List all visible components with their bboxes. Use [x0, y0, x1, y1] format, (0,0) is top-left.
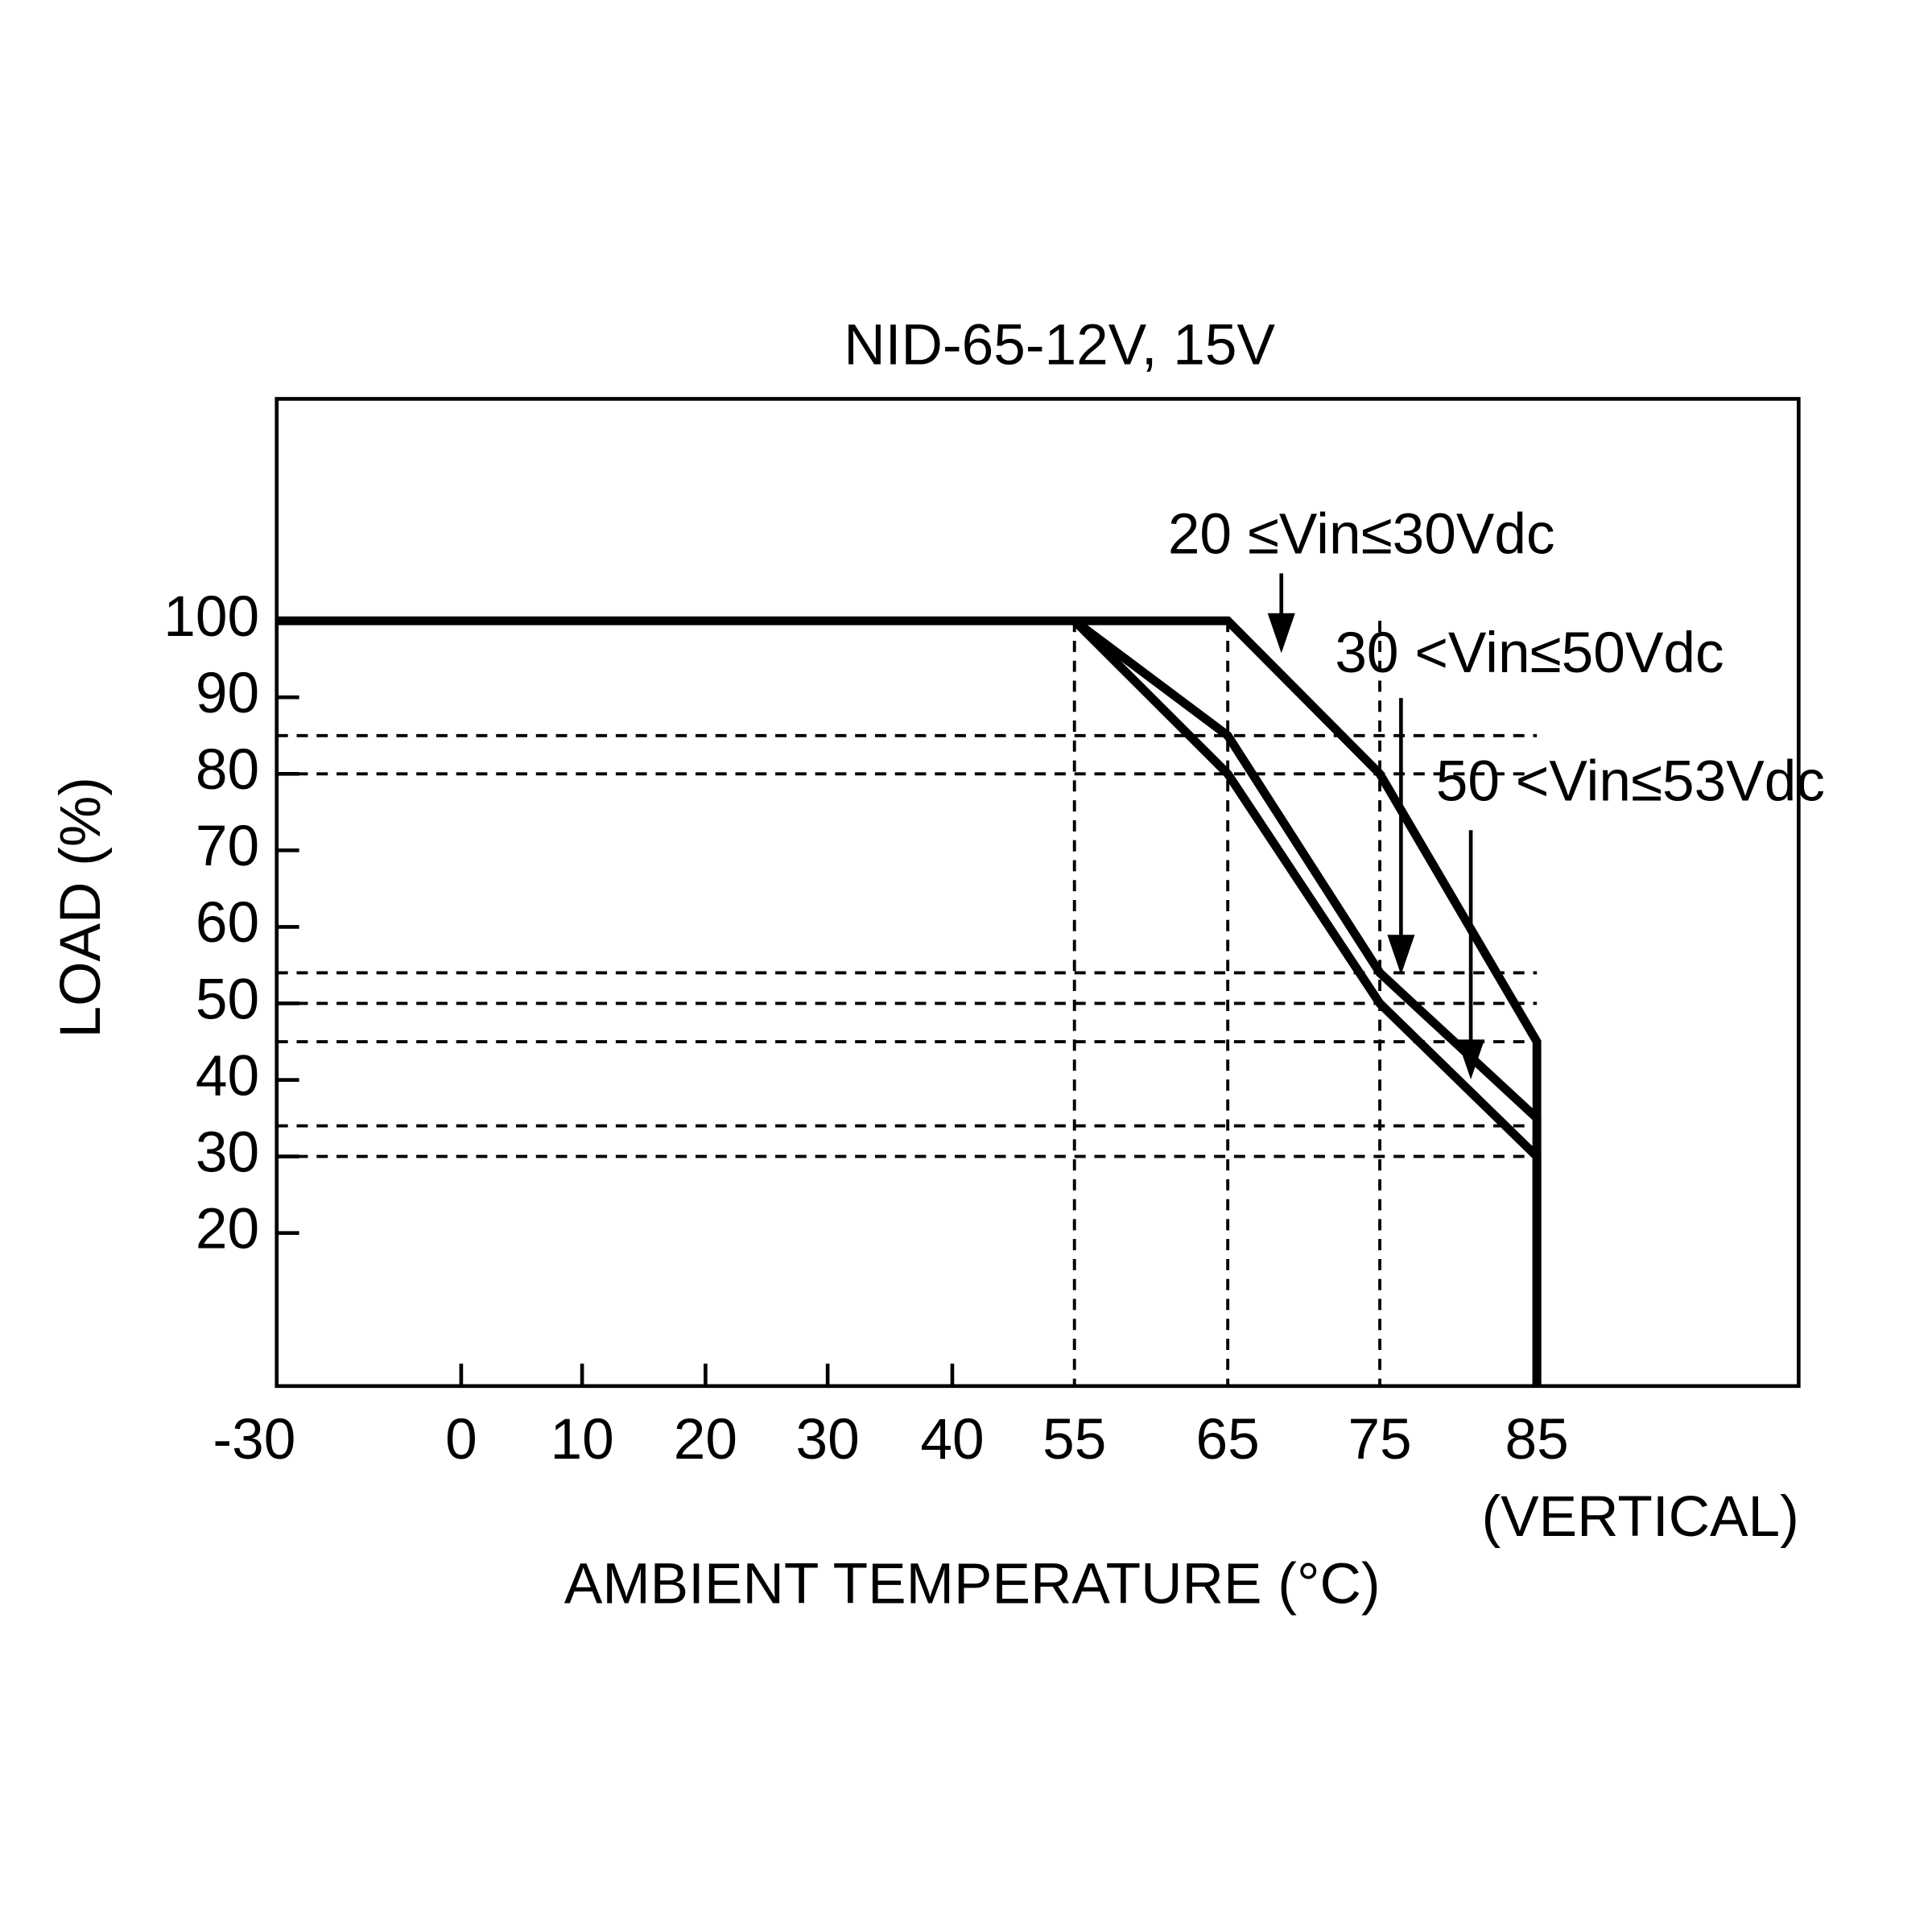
x-tick-label: 30 [796, 1408, 860, 1472]
y-tick-label: 70 [196, 815, 259, 878]
arrow-head [1457, 1039, 1485, 1080]
y-axis-label: LOAD (%) [49, 777, 113, 1038]
x-tick-label: -30 [213, 1408, 295, 1472]
x-tick-label: 20 [674, 1408, 737, 1472]
x-tick-label: 65 [1196, 1408, 1260, 1472]
x-tick-label: 85 [1505, 1408, 1569, 1472]
x-tick-label: 75 [1348, 1408, 1411, 1472]
legend-label: 30 <Vin≤50Vdc [1335, 621, 1724, 685]
x-tick-label: 55 [1042, 1408, 1106, 1472]
y-tick-label: 60 [196, 891, 259, 955]
y-tick-label: 100 [163, 585, 259, 649]
y-tick-label: 20 [196, 1197, 259, 1261]
arrow-head [1267, 613, 1295, 654]
y-tick-label: 30 [196, 1121, 259, 1184]
annotation: (VERTICAL) [1481, 1485, 1798, 1549]
x-axis-label: AMBIENT TEMPERATURE (°C) [564, 1552, 1381, 1616]
plot-frame [275, 397, 1801, 1389]
x-tick-label: 0 [445, 1408, 477, 1472]
y-tick-label: 50 [196, 968, 259, 1031]
y-tick-label: 40 [196, 1044, 259, 1108]
derating-curve [1071, 617, 1542, 1386]
y-tick-label: 80 [196, 738, 259, 802]
y-tick-label: 90 [196, 662, 259, 725]
chart-title: NID-65-12V, 15V [844, 313, 1275, 377]
x-tick-label: 10 [550, 1408, 613, 1472]
legend-label: 20 ≤Vin≤30Vdc [1168, 503, 1555, 567]
x-tick-label: 40 [920, 1408, 984, 1472]
arrow-head [1387, 935, 1415, 975]
legend-label: 50 <Vin≤53Vdc [1436, 749, 1825, 813]
